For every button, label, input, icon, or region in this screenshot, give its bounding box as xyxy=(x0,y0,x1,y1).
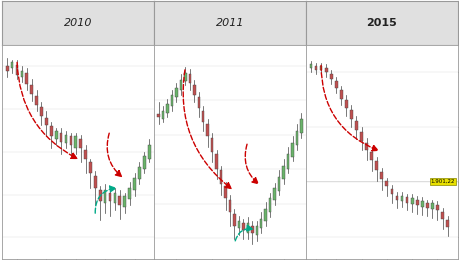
Text: 2011: 2011 xyxy=(215,18,244,28)
Bar xyxy=(420,201,423,207)
Bar xyxy=(175,88,177,97)
Bar xyxy=(369,152,372,160)
Bar xyxy=(89,162,92,173)
Bar xyxy=(380,172,382,179)
Bar xyxy=(99,190,101,202)
Text: 2010: 2010 xyxy=(64,18,92,28)
Bar xyxy=(128,188,131,199)
Bar xyxy=(179,80,182,90)
Bar xyxy=(300,120,302,133)
Bar xyxy=(233,214,235,226)
Bar xyxy=(309,64,312,68)
Bar xyxy=(40,107,43,116)
Bar xyxy=(123,196,126,207)
Bar xyxy=(21,71,23,77)
Bar xyxy=(415,199,418,205)
Bar xyxy=(133,178,135,190)
Bar xyxy=(400,196,403,201)
Bar xyxy=(390,188,392,194)
Bar xyxy=(255,226,257,235)
Bar xyxy=(162,110,164,120)
Bar xyxy=(157,114,159,118)
Bar xyxy=(108,193,111,202)
Bar xyxy=(364,142,367,150)
Bar xyxy=(354,121,357,130)
Bar xyxy=(104,190,106,203)
Bar xyxy=(206,124,208,136)
Bar xyxy=(224,186,226,198)
Bar xyxy=(324,68,327,73)
Bar xyxy=(273,188,275,200)
Bar xyxy=(60,133,62,142)
Text: 1.901,22: 1.901,22 xyxy=(430,179,454,184)
Bar xyxy=(264,209,266,221)
Bar xyxy=(25,73,28,83)
Bar xyxy=(228,200,231,212)
Bar xyxy=(188,74,190,83)
Bar xyxy=(319,66,322,70)
Bar xyxy=(344,100,347,108)
Bar xyxy=(405,197,408,203)
Bar xyxy=(202,110,204,122)
Bar xyxy=(147,145,150,159)
Bar xyxy=(211,138,213,152)
Bar xyxy=(286,154,289,169)
Bar xyxy=(69,136,72,145)
Bar xyxy=(314,66,317,70)
Bar xyxy=(237,221,240,228)
Bar xyxy=(215,154,218,169)
Bar xyxy=(349,110,352,119)
Bar xyxy=(11,62,13,68)
Bar xyxy=(251,226,253,232)
Bar xyxy=(55,131,57,139)
Bar xyxy=(445,220,448,227)
Bar xyxy=(50,126,52,136)
Bar xyxy=(246,223,248,232)
Bar xyxy=(118,196,121,205)
Bar xyxy=(329,74,332,79)
Bar xyxy=(282,166,284,179)
Bar xyxy=(170,95,173,106)
Text: 2015: 2015 xyxy=(366,18,396,28)
Bar xyxy=(395,196,397,199)
Bar xyxy=(30,85,33,94)
Bar xyxy=(138,167,140,179)
Bar xyxy=(113,193,116,203)
Bar xyxy=(359,132,362,141)
Bar xyxy=(74,136,77,148)
Bar xyxy=(440,212,443,219)
Bar xyxy=(184,73,186,81)
Bar xyxy=(435,205,438,211)
Bar xyxy=(334,81,337,88)
Bar xyxy=(84,150,87,159)
Bar xyxy=(193,85,195,95)
Bar xyxy=(35,96,38,105)
Bar xyxy=(16,65,18,75)
Bar xyxy=(291,143,293,157)
Bar xyxy=(219,171,222,184)
Bar xyxy=(197,97,200,108)
Bar xyxy=(277,177,280,191)
Bar xyxy=(339,90,342,99)
Bar xyxy=(430,203,433,209)
Bar xyxy=(94,176,96,188)
Bar xyxy=(385,181,387,186)
Bar xyxy=(79,139,82,148)
Bar xyxy=(425,203,428,208)
Bar xyxy=(259,219,262,228)
Bar xyxy=(64,135,67,143)
Bar xyxy=(269,198,271,212)
Bar xyxy=(410,198,413,204)
Bar xyxy=(166,104,168,113)
Bar xyxy=(143,156,146,169)
Bar xyxy=(45,118,48,125)
Bar xyxy=(6,66,9,71)
Bar xyxy=(295,131,297,145)
Bar xyxy=(241,223,244,230)
Bar xyxy=(375,161,377,170)
